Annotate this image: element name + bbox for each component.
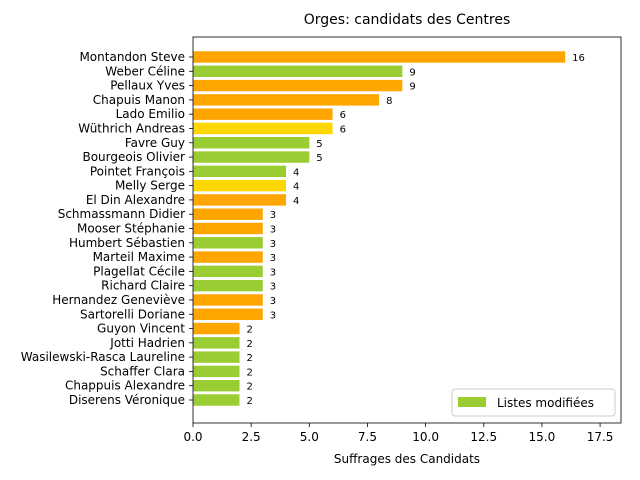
x-tick-label: 2.5 (242, 430, 261, 444)
bars-layer: 16 9 9 8 6 6 5 5 4 4 4 3 3 3 3 3 3 3 3 2 2 2 2 2 2 (193, 51, 585, 407)
bar (193, 51, 566, 63)
legend-swatch (458, 397, 486, 407)
y-tick-label: Humbert Sébastien (69, 236, 185, 250)
bar (193, 365, 240, 378)
y-tick-label: Favre Guy (125, 136, 185, 150)
y-tick-label: Guyon Vincent (97, 322, 185, 336)
bar (193, 65, 403, 78)
y-tick-label: Diserens Véronique (69, 393, 185, 407)
x-tick-label: 10.0 (412, 430, 439, 444)
bar-value-label: 8 (386, 96, 392, 107)
plot-frame (192, 36, 622, 424)
bar-value-label: 3 (270, 225, 276, 236)
y-tick-label: Sartorelli Doriane (80, 307, 185, 321)
bar (193, 165, 287, 178)
x-tick-label: 0.0 (183, 430, 202, 444)
legend-label: Listes modifiées (497, 396, 594, 410)
bar-value-label: 16 (572, 53, 585, 64)
y-tick-label: Wasilewski-Rasca Laureline (21, 350, 185, 364)
y-tick-label: Montandon Steve (79, 50, 185, 64)
bar (193, 151, 310, 163)
bar-value-label: 9 (409, 82, 415, 93)
bar-value-label: 3 (270, 310, 276, 321)
bar (193, 337, 240, 349)
y-tick-label: Hernandez Geneviève (52, 293, 185, 307)
y-tick-label: Schaffer Clara (100, 364, 185, 378)
y-tick-label: Richard Claire (101, 279, 185, 293)
bar (193, 308, 263, 320)
bar (193, 94, 380, 106)
bar-value-label: 2 (247, 325, 253, 336)
y-tick-label: Wüthrich Andreas (78, 121, 185, 135)
bar-value-label: 2 (247, 339, 253, 350)
y-tick-label: Weber Céline (105, 64, 185, 78)
y-tick-label: Bourgeois Olivier (82, 150, 185, 164)
bar (193, 237, 263, 249)
bar-value-label: 2 (247, 367, 253, 378)
bar-value-label: 3 (270, 267, 276, 278)
x-tick-label: 5.0 (300, 430, 319, 444)
bar-value-label: 3 (270, 239, 276, 250)
bar (193, 194, 287, 206)
bar-value-label: 3 (270, 296, 276, 307)
bar (193, 279, 263, 292)
bar-value-label: 5 (316, 153, 322, 164)
bar-value-label: 4 (293, 196, 299, 207)
bar (193, 108, 333, 120)
y-tick-label: Chapuis Manon (93, 93, 185, 107)
y-tick-label: Lado Emilio (116, 107, 185, 121)
y-tick-label: Chappuis Alexandre (65, 379, 185, 393)
bar-value-label: 3 (270, 282, 276, 293)
y-tick-label: Melly Serge (115, 179, 185, 193)
legend: Listes modifiées (451, 388, 616, 417)
x-axis-label: Suffrages des Candidats (334, 452, 480, 466)
x-tick-label: 17.5 (587, 430, 614, 444)
bar (193, 122, 333, 135)
bar (193, 265, 263, 278)
bar-value-label: 6 (340, 124, 346, 135)
bar-value-label: 2 (247, 382, 253, 393)
bar (193, 294, 263, 306)
legend-box (451, 388, 616, 417)
bar (193, 379, 240, 392)
bar (193, 351, 240, 363)
bar-value-label: 2 (247, 353, 253, 364)
bar (193, 394, 240, 406)
bar-value-label: 5 (316, 139, 322, 150)
y-tick-label: Mooser Stéphanie (77, 222, 185, 236)
bar (193, 322, 240, 335)
bar (193, 208, 263, 220)
y-tick-label: Pellaux Yves (110, 79, 185, 93)
y-tick-label: El Din Alexandre (86, 193, 185, 207)
y-tick-label: Pointet François (90, 164, 185, 178)
bar-value-label: 4 (293, 182, 299, 193)
bar (193, 222, 263, 235)
x-tick-label: 7.5 (358, 430, 377, 444)
x-tick-label: 12.5 (470, 430, 497, 444)
bar-value-label: 4 (293, 167, 299, 178)
bar (193, 137, 310, 149)
bar (193, 251, 263, 263)
bar (193, 179, 287, 192)
bar-value-label: 2 (247, 396, 253, 407)
bar-value-label: 6 (340, 110, 346, 121)
y-tick-label: Marteil Maxime (93, 250, 185, 264)
y-tick-label: Plagellat Cécile (93, 264, 185, 278)
bar-value-label: 3 (270, 253, 276, 264)
y-tick-label: Schmassmann Didier (58, 207, 185, 221)
bar-value-label: 3 (270, 210, 276, 221)
bar (193, 79, 403, 92)
x-tick-label: 15.0 (529, 430, 556, 444)
chart-title: Orges: candidats des Centres (304, 12, 510, 28)
bar-value-label: 9 (409, 67, 415, 78)
y-tick-label: Jotti Hadrien (109, 336, 185, 350)
